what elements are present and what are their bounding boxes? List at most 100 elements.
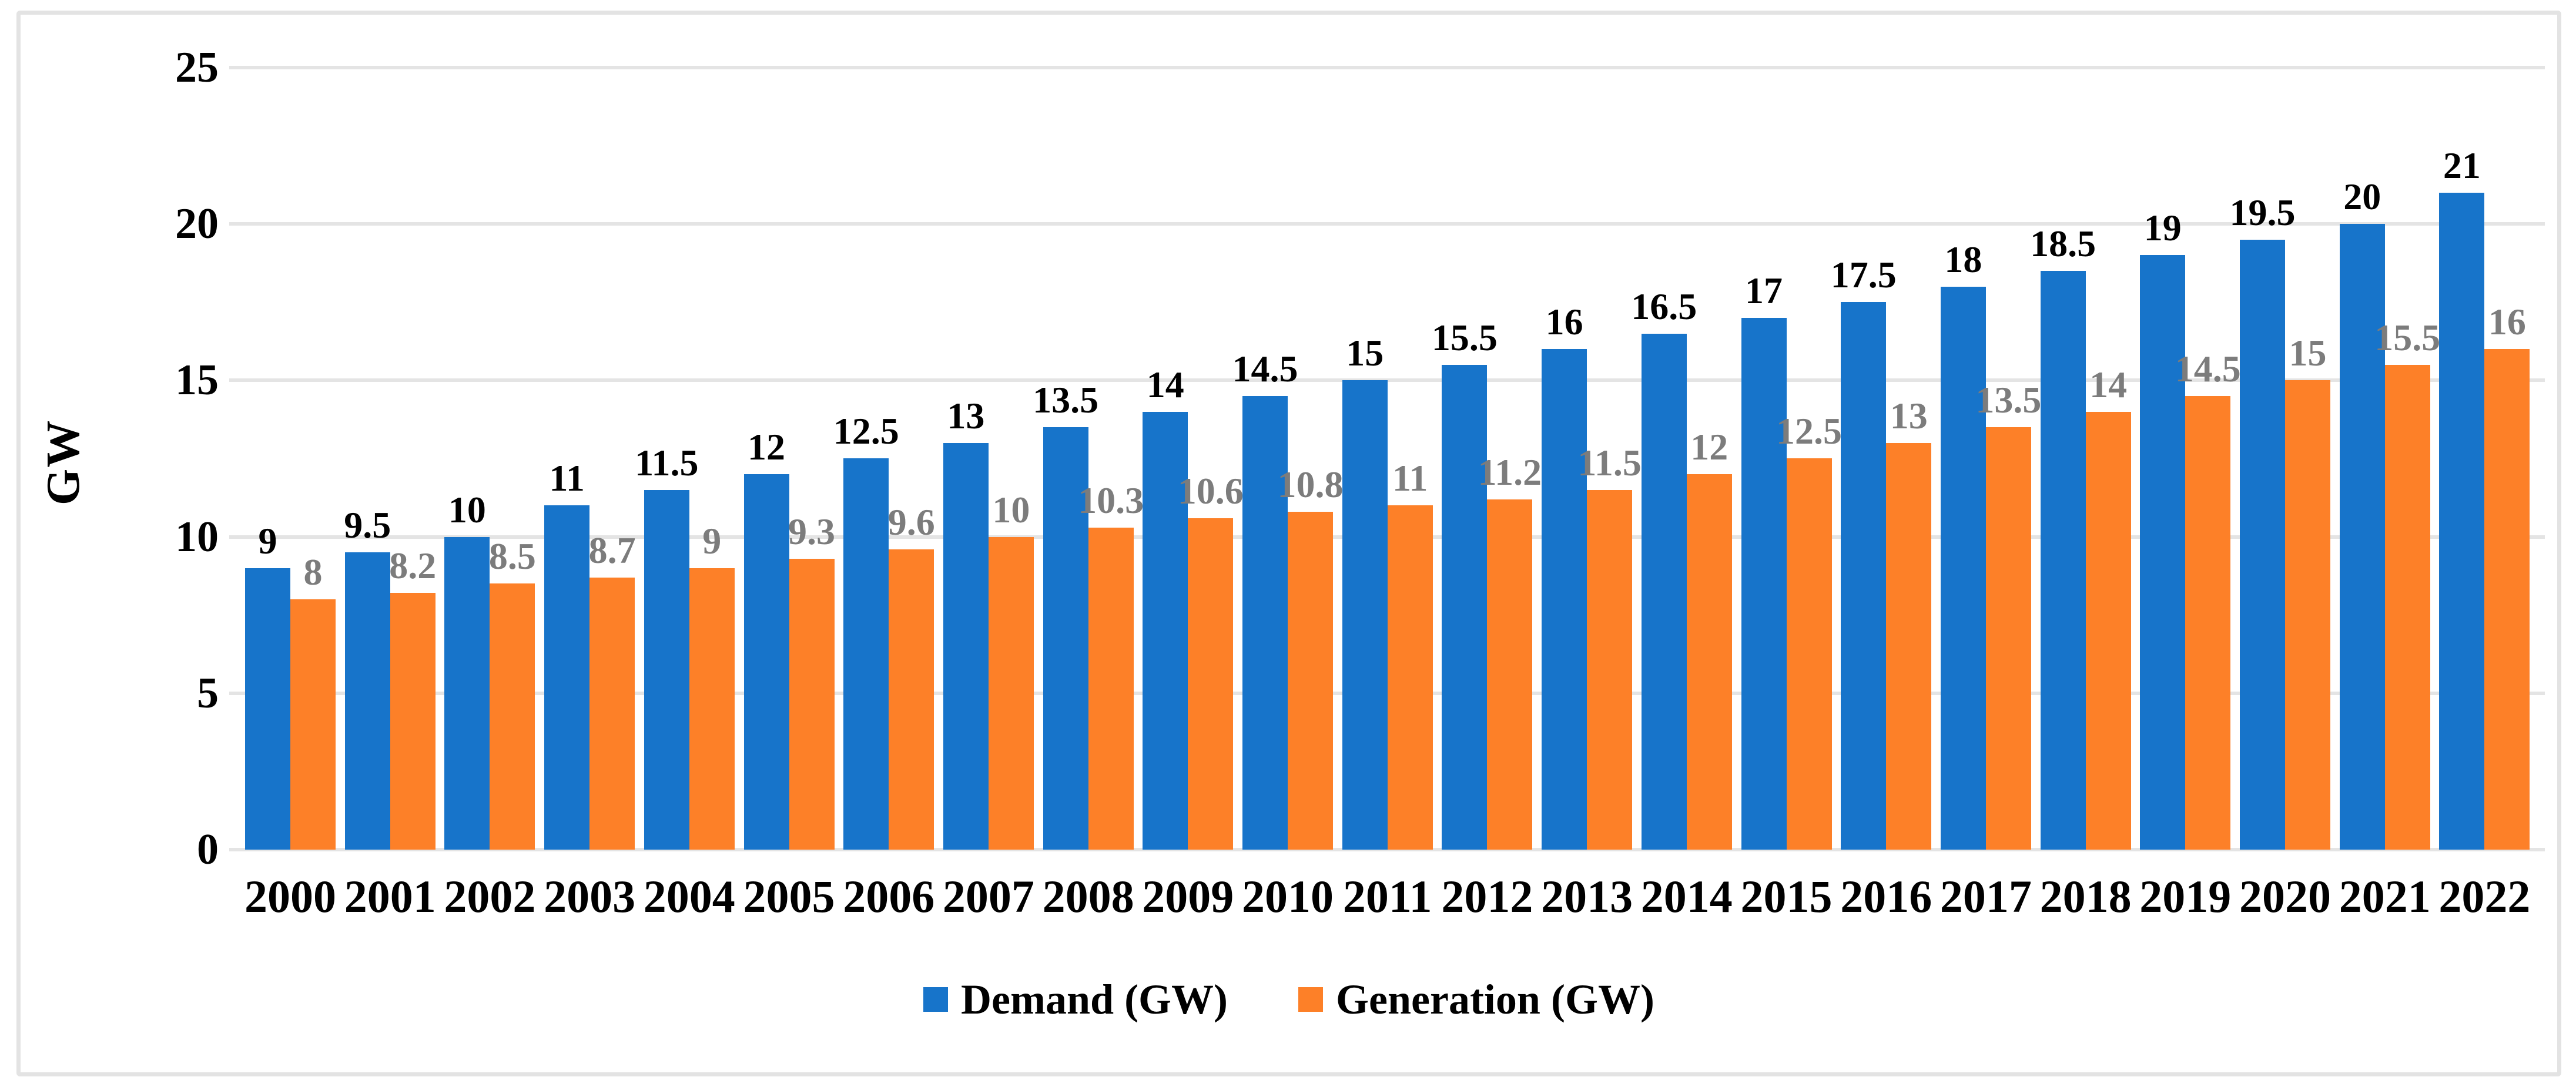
data-label-demand-2014: 16.5 [1631,286,1697,327]
data-label-generation-2008: 10.3 [1078,479,1144,521]
x-axis-labels: 2000 2001 2002 2003 2004 2005 2006 2007 2008 2009… [229,871,2545,936]
y-tick-label-5: 5 [197,669,219,717]
bar-demand-2006 [843,458,889,850]
bar-generation-2017 [1985,427,2031,850]
x-label-2022: 2022 [2438,871,2531,922]
x-label-2006: 2006 [843,871,935,922]
x-label-2003: 2003 [544,871,636,922]
y-tick-label-25: 25 [175,43,219,92]
data-label-generation-2016: 13 [1890,395,1928,437]
bar-demand-2009 [1143,412,1188,850]
data-label-generation-2010: 10.8 [1277,464,1344,505]
data-label-demand-2021: 20 [2343,176,2381,217]
bar-demand-2010 [1242,396,1288,850]
bar-generation-2016 [1886,443,1932,850]
bar-demand-2019 [2140,255,2186,850]
data-label-generation-2013: 11.5 [1577,442,1642,484]
bar-generation-2012 [1487,499,1533,850]
demand-legend-label: Demand (GW) [961,976,1228,1023]
y-tick-label-0: 0 [197,826,219,874]
bar-demand-2008 [1043,427,1088,850]
data-label-generation-2005: 9.3 [788,511,835,552]
bar-demand-2016 [1841,302,1887,850]
data-label-demand-2005: 12 [748,426,785,468]
bar-demand-2004 [644,490,689,850]
data-label-demand-2016: 17.5 [1830,254,1897,296]
x-label-2020: 2020 [2239,871,2331,922]
bar-demand-2017 [1940,287,1986,850]
legend: Demand (GW) Generation (GW) [21,978,2557,1021]
data-label-generation-2007: 10 [992,489,1030,531]
data-label-demand-2004: 11.5 [635,442,699,484]
x-label-2015: 2015 [1740,871,1833,922]
data-label-demand-2012: 15.5 [1431,317,1498,358]
x-label-2010: 2010 [1242,871,1334,922]
bar-generation-2004 [689,568,735,850]
data-label-demand-2006: 12.5 [833,410,899,452]
data-label-generation-2019: 14.5 [2175,348,2241,390]
data-label-demand-2018: 18.5 [2030,223,2096,264]
bar-demand-2003 [544,505,590,850]
bar-generation-2011 [1387,505,1433,850]
y-tick-label-10: 10 [175,512,219,561]
bar-demand-2020 [2240,240,2285,850]
legend-item-generation: Generation (GW) [1298,978,1654,1021]
x-label-2009: 2009 [1142,871,1234,922]
bar-generation-2009 [1188,518,1234,850]
bar-generation-2008 [1088,528,1134,850]
bar-generation-2005 [789,559,835,850]
x-label-2018: 2018 [2039,871,2132,922]
data-label-demand-2007: 13 [947,395,985,437]
data-label-generation-2021: 15.5 [2374,317,2441,358]
bar-generation-2010 [1288,512,1333,850]
generation-legend-swatch [1298,987,1324,1012]
data-label-generation-2006: 9.6 [887,501,935,543]
x-label-2001: 2001 [344,871,436,922]
data-label-generation-2015: 12.5 [1776,410,1842,452]
data-label-demand-2017: 18 [1944,239,1982,280]
bar-demand-2001 [344,552,390,850]
data-label-generation-2022: 16 [2488,301,2526,343]
generation-legend-label: Generation (GW) [1336,976,1654,1023]
bar-demand-2013 [1542,349,1587,850]
x-label-2019: 2019 [2139,871,2232,922]
x-label-2017: 2017 [1939,871,2032,922]
bar-generation-2014 [1686,474,1732,850]
bar-demand-2022 [2439,193,2485,850]
data-label-generation-2001: 8.2 [389,545,437,586]
chart-frame: GW 0 5 10 15 20 25 9 8 9.5 8.2 10 8.5 11 8.7 11.5 9 12 9… [16,11,2561,1076]
data-label-demand-2015: 17 [1745,270,1783,311]
bar-demand-2018 [2040,271,2086,850]
bar-generation-2019 [2185,396,2231,850]
bar-generation-2018 [2085,412,2131,850]
y-axis-tick-labels: 0 5 10 15 20 25 [21,46,219,871]
data-label-generation-2003: 8.7 [588,529,636,571]
data-label-generation-2017: 13.5 [1975,379,2042,421]
data-label-demand-2009: 14 [1146,364,1184,405]
bar-demand-2021 [2339,224,2385,850]
gridline-20 [229,222,2545,226]
data-label-demand-2019: 19 [2143,207,2182,249]
bar-demand-2014 [1641,334,1687,850]
data-label-generation-2014: 12 [1690,426,1729,468]
bar-demand-2012 [1442,365,1488,850]
demand-legend-swatch [923,987,949,1012]
data-label-demand-2000: 9 [258,520,277,562]
bar-generation-2000 [290,599,336,850]
y-tick-label-20: 20 [175,200,219,249]
gridline-0 [229,848,2545,851]
bar-generation-2001 [390,593,436,850]
data-label-demand-2001: 9.5 [344,504,391,546]
bar-generation-2013 [1587,490,1633,850]
data-label-generation-2011: 11 [1392,457,1428,499]
x-label-2012: 2012 [1441,871,1533,922]
data-label-demand-2020: 19.5 [2229,192,2296,233]
gridline-25 [229,66,2545,69]
bar-demand-2005 [743,474,789,850]
data-label-demand-2002: 10 [448,489,486,531]
data-label-demand-2013: 16 [1545,301,1583,343]
data-label-demand-2011: 15 [1346,332,1384,374]
data-label-generation-2018: 14 [2089,364,2128,405]
y-tick-label-15: 15 [175,356,219,405]
bar-generation-2021 [2384,365,2430,850]
